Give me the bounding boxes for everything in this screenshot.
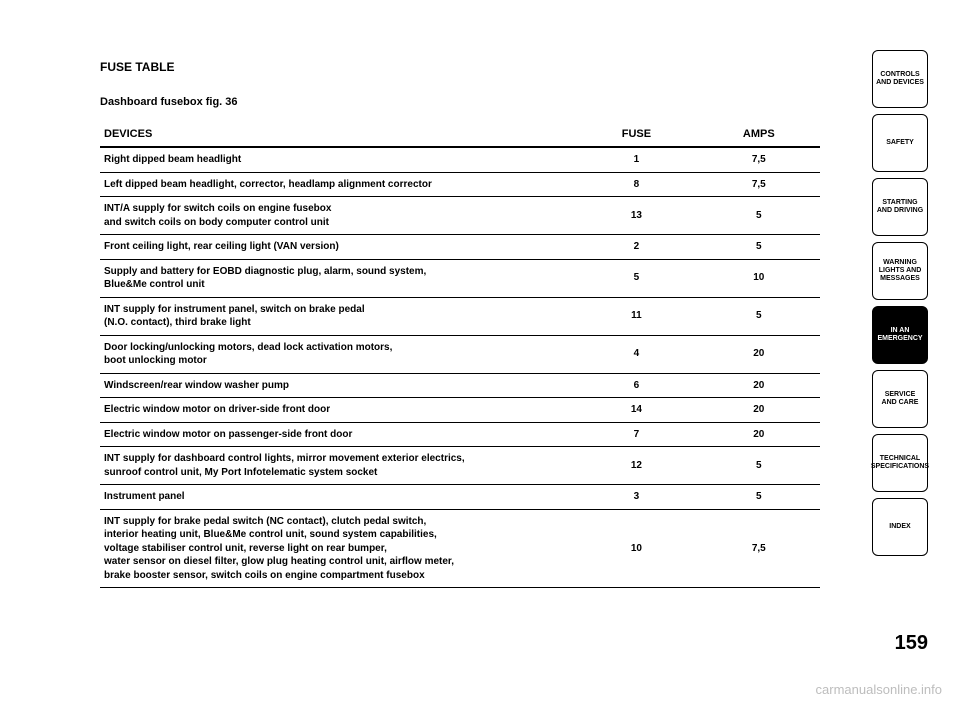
device-cell: Left dipped beam headlight, corrector, h… — [100, 172, 575, 197]
table-row: Front ceiling light, rear ceiling light … — [100, 235, 820, 260]
fuse-table: DEVICES FUSE AMPS Right dipped beam head… — [100, 122, 820, 588]
side-tab[interactable]: WARNING LIGHTS AND MESSAGES — [872, 242, 928, 300]
col-amps: AMPS — [698, 122, 820, 147]
side-tab[interactable]: IN AN EMERGENCY — [872, 306, 928, 364]
table-row: Electric window motor on driver-side fro… — [100, 398, 820, 423]
page-subheading: Dashboard fusebox fig. 36 — [100, 96, 820, 108]
fuse-table-body: Right dipped beam headlight17,5Left dipp… — [100, 147, 820, 588]
amps-cell: 20 — [698, 335, 820, 373]
device-cell: Right dipped beam headlight — [100, 147, 575, 172]
watermark: carmanualsonline.info — [816, 682, 942, 697]
page-number: 159 — [895, 632, 928, 655]
table-row: INT supply for brake pedal switch (NC co… — [100, 509, 820, 588]
fuse-cell: 14 — [575, 398, 697, 423]
side-tab[interactable]: CONTROLS AND DEVICES — [872, 50, 928, 108]
device-cell: Front ceiling light, rear ceiling light … — [100, 235, 575, 260]
fuse-cell: 3 — [575, 485, 697, 510]
fuse-cell: 6 — [575, 373, 697, 398]
device-cell: Electric window motor on passenger-side … — [100, 422, 575, 447]
fuse-cell: 8 — [575, 172, 697, 197]
side-tab[interactable]: SAFETY — [872, 114, 928, 172]
device-cell: INT supply for brake pedal switch (NC co… — [100, 509, 575, 588]
amps-cell: 5 — [698, 447, 820, 485]
fuse-cell: 5 — [575, 259, 697, 297]
device-cell: INT supply for dashboard control lights,… — [100, 447, 575, 485]
amps-cell: 20 — [698, 398, 820, 423]
content-area: FUSE TABLE Dashboard fusebox fig. 36 DEV… — [100, 60, 820, 588]
table-row: Door locking/unlocking motors, dead lock… — [100, 335, 820, 373]
table-row: INT supply for dashboard control lights,… — [100, 447, 820, 485]
fuse-cell: 1 — [575, 147, 697, 172]
side-tab[interactable]: INDEX — [872, 498, 928, 556]
fuse-cell: 11 — [575, 297, 697, 335]
amps-cell: 5 — [698, 197, 820, 235]
fuse-cell: 7 — [575, 422, 697, 447]
table-row: Instrument panel35 — [100, 485, 820, 510]
device-cell: Door locking/unlocking motors, dead lock… — [100, 335, 575, 373]
col-fuse: FUSE — [575, 122, 697, 147]
side-tabs: CONTROLS AND DEVICES SAFETY STARTING AND D… — [872, 50, 928, 556]
side-tab[interactable]: TECHNICAL SPECIFICATIONS — [872, 434, 928, 492]
amps-cell: 10 — [698, 259, 820, 297]
fuse-cell: 2 — [575, 235, 697, 260]
fuse-cell: 13 — [575, 197, 697, 235]
table-row: Left dipped beam headlight, corrector, h… — [100, 172, 820, 197]
table-row: Windscreen/rear window washer pump620 — [100, 373, 820, 398]
fuse-cell: 10 — [575, 509, 697, 588]
table-row: INT/A supply for switch coils on engine … — [100, 197, 820, 235]
table-row: Supply and battery for EOBD diagnostic p… — [100, 259, 820, 297]
amps-cell: 5 — [698, 235, 820, 260]
table-row: Right dipped beam headlight17,5 — [100, 147, 820, 172]
device-cell: INT/A supply for switch coils on engine … — [100, 197, 575, 235]
amps-cell: 5 — [698, 297, 820, 335]
page: FUSE TABLE Dashboard fusebox fig. 36 DEV… — [0, 0, 960, 709]
amps-cell: 7,5 — [698, 147, 820, 172]
device-cell: Instrument panel — [100, 485, 575, 510]
amps-cell: 20 — [698, 373, 820, 398]
device-cell: Supply and battery for EOBD diagnostic p… — [100, 259, 575, 297]
device-cell: Electric window motor on driver-side fro… — [100, 398, 575, 423]
side-tab[interactable]: STARTING AND DRIVING — [872, 178, 928, 236]
table-row: INT supply for instrument panel, switch … — [100, 297, 820, 335]
fuse-cell: 12 — [575, 447, 697, 485]
device-cell: Windscreen/rear window washer pump — [100, 373, 575, 398]
page-heading: FUSE TABLE — [100, 60, 820, 74]
fuse-cell: 4 — [575, 335, 697, 373]
amps-cell: 7,5 — [698, 172, 820, 197]
amps-cell: 20 — [698, 422, 820, 447]
device-cell: INT supply for instrument panel, switch … — [100, 297, 575, 335]
table-row: Electric window motor on passenger-side … — [100, 422, 820, 447]
table-header-row: DEVICES FUSE AMPS — [100, 122, 820, 147]
side-tab[interactable]: SERVICE AND CARE — [872, 370, 928, 428]
amps-cell: 7,5 — [698, 509, 820, 588]
col-devices: DEVICES — [100, 122, 575, 147]
amps-cell: 5 — [698, 485, 820, 510]
